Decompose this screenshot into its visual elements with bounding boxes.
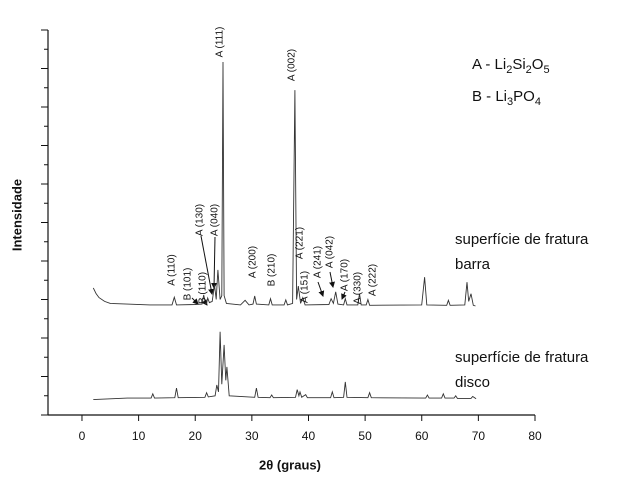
arrow — [341, 291, 347, 300]
subscript: 3 — [507, 96, 513, 108]
subscript: 5 — [543, 64, 549, 76]
phase-legend: B - Li3PO4 — [472, 88, 541, 108]
peak-label: A (042) — [325, 236, 336, 268]
arrow — [317, 281, 325, 297]
peak-label: A (130) — [195, 204, 206, 236]
y-axis-label: Intensidade — [9, 179, 24, 251]
x-tick-label: 0 — [79, 429, 86, 443]
peak-label: A (241) — [313, 246, 324, 278]
x-tick-label: 70 — [472, 429, 486, 443]
peak-label: A (110) — [167, 254, 178, 286]
peak-label: B (101) — [183, 268, 194, 301]
formula-text: PO — [513, 88, 535, 105]
peak-label: A (222) — [368, 264, 379, 296]
x-tick-label: 20 — [189, 429, 203, 443]
peak-label: A (221) — [295, 227, 306, 259]
peak-label: B (110) — [198, 272, 209, 304]
peak-label: A (040) — [210, 204, 221, 236]
phase-legend: A - Li2Si2O5 — [472, 56, 550, 76]
x-tick-label: 40 — [302, 429, 316, 443]
peak-label: A (111) — [215, 27, 226, 58]
arrow — [211, 236, 218, 289]
subscript: 2 — [506, 64, 512, 76]
subscript: 2 — [526, 64, 532, 76]
x-tick-label: 50 — [358, 429, 372, 443]
formula-text: Si — [512, 56, 525, 73]
arrow — [191, 297, 199, 305]
series-label: disco — [455, 374, 490, 391]
arrow — [200, 235, 215, 295]
peak-label: A (200) — [248, 246, 259, 278]
peak-label: A (002) — [287, 49, 298, 81]
subscript: 4 — [535, 96, 541, 108]
x-tick-label: 80 — [528, 429, 542, 443]
formula-text: B - Li — [472, 88, 507, 105]
peak-label: A (170) — [340, 259, 351, 291]
series-label: superfície de fratura — [455, 231, 589, 248]
xrd-line — [93, 331, 477, 401]
formula-text: A - Li — [472, 56, 506, 73]
peak-label: A (151) — [300, 271, 311, 303]
peak-label: B (210) — [267, 254, 278, 287]
series-label: barra — [455, 256, 491, 273]
x-tick-label: 60 — [415, 429, 429, 443]
formula-text: O — [532, 56, 544, 73]
arrow — [329, 271, 335, 288]
xrd-line — [92, 61, 476, 307]
series-label: superfície de fratura — [455, 349, 589, 366]
x-axis-label: 2θ (graus) — [259, 457, 321, 472]
x-tick-label: 10 — [132, 429, 146, 443]
x-tick-label: 30 — [245, 429, 259, 443]
peak-label: A (330) — [353, 272, 364, 304]
